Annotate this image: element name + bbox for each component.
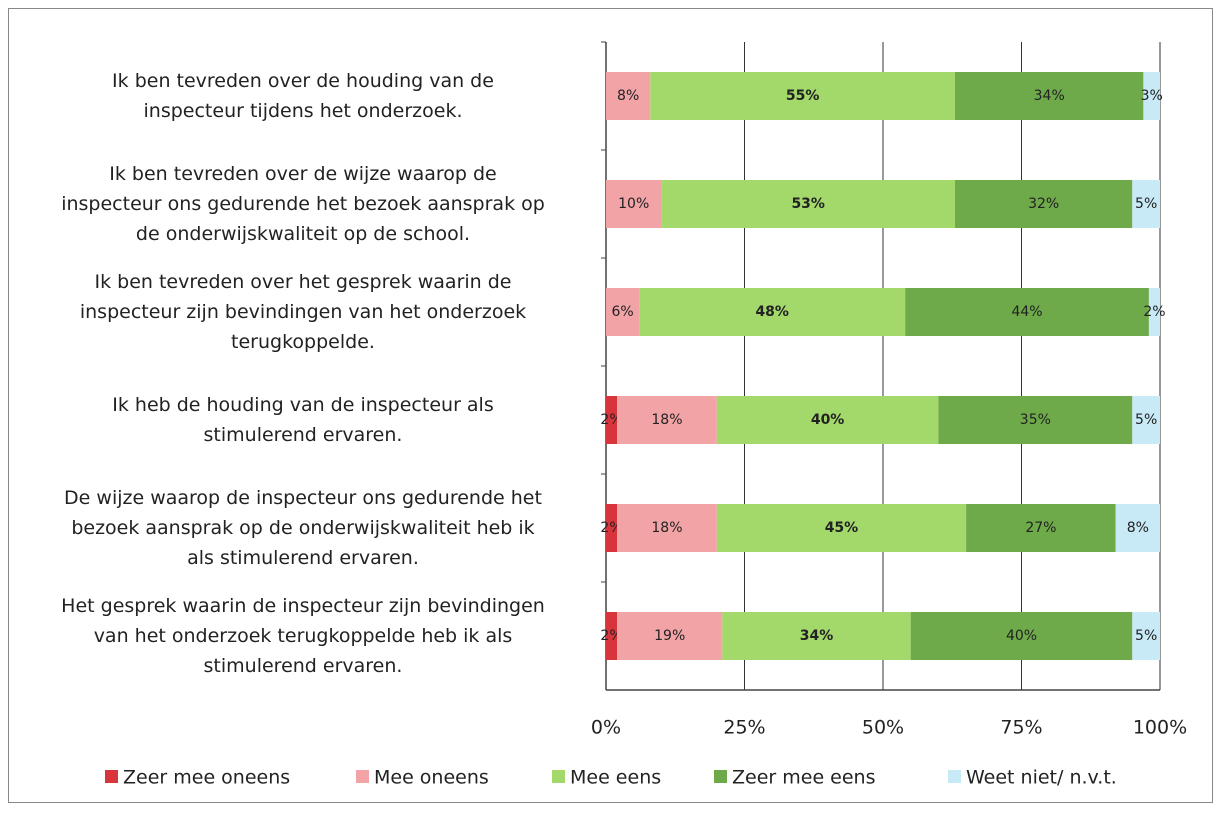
bar-segment xyxy=(1132,612,1160,660)
category-label: De wijze waarop de inspecteur ons gedure… xyxy=(64,487,542,569)
x-tick-label: 25% xyxy=(723,717,765,739)
data-label: 19% xyxy=(654,628,685,644)
data-label: 32% xyxy=(1028,196,1059,212)
chart-frame xyxy=(8,8,1213,803)
category-label: Het gesprek waarin de inspecteur zijn be… xyxy=(61,595,545,677)
data-label: 8% xyxy=(1127,520,1149,536)
bar-segment xyxy=(650,72,956,120)
bar-segment xyxy=(606,288,640,336)
bar-segment xyxy=(1143,72,1160,120)
legend-swatch xyxy=(552,770,565,783)
bar-segment xyxy=(661,180,956,228)
bar-segment xyxy=(606,504,618,552)
data-label: 3% xyxy=(1141,88,1163,104)
bar-segment xyxy=(606,612,618,660)
legend-label: Weet niet/ n.v.t. xyxy=(966,767,1117,789)
data-label: 53% xyxy=(791,196,825,212)
legend-label: Mee eens xyxy=(570,767,661,789)
bar-segment xyxy=(966,504,1116,552)
data-label: 55% xyxy=(786,88,820,104)
category-label: Ik ben tevreden over het gesprek waarin … xyxy=(79,271,527,353)
data-label: 27% xyxy=(1025,520,1056,536)
bar-segment xyxy=(617,504,717,552)
data-label: 45% xyxy=(825,520,859,536)
x-tick-label: 50% xyxy=(862,717,904,739)
data-label: 40% xyxy=(811,412,845,428)
bar-segment xyxy=(938,396,1133,444)
category-label: Ik heb de houding van de inspecteur als … xyxy=(112,394,494,446)
bar-segment xyxy=(910,612,1133,660)
legend-label: Mee oneens xyxy=(374,767,489,789)
data-label: 8% xyxy=(617,88,639,104)
bar-segment xyxy=(1115,504,1160,552)
data-label: 5% xyxy=(1135,628,1157,644)
data-label: 35% xyxy=(1020,412,1051,428)
data-label: 40% xyxy=(1006,628,1037,644)
bar-segment xyxy=(722,612,911,660)
data-label: 18% xyxy=(651,412,682,428)
legend-label: Zeer mee oneens xyxy=(123,767,290,789)
bar-segment xyxy=(1132,396,1160,444)
data-label: 6% xyxy=(612,304,634,320)
data-label: 44% xyxy=(1011,304,1042,320)
bar-segment xyxy=(905,288,1149,336)
bar-segment xyxy=(639,288,906,336)
legend-swatch xyxy=(714,770,727,783)
bar-segment xyxy=(606,180,662,228)
bar-segment xyxy=(1148,288,1160,336)
category-label: Ik ben tevreden over de wijze waarop de … xyxy=(61,163,545,245)
x-tick-label: 100% xyxy=(1133,717,1187,739)
legend-swatch xyxy=(105,770,118,783)
bar-segment xyxy=(606,396,618,444)
bar-segment xyxy=(606,72,651,120)
x-tick-label: 0% xyxy=(591,717,621,739)
data-label: 34% xyxy=(1034,88,1065,104)
bar-segment xyxy=(617,396,717,444)
data-label: 5% xyxy=(1135,196,1157,212)
legend-swatch xyxy=(356,770,369,783)
legend-label: Zeer mee eens xyxy=(732,767,876,789)
bar-segment xyxy=(1132,180,1160,228)
bar-segment xyxy=(617,612,723,660)
data-label: 10% xyxy=(618,196,649,212)
bar-segment xyxy=(716,396,939,444)
category-label: Ik ben tevreden over de houding van de i… xyxy=(112,70,494,122)
data-label: 5% xyxy=(1135,412,1157,428)
x-tick-label: 75% xyxy=(1000,717,1042,739)
data-label: 48% xyxy=(755,304,789,320)
bar-segment xyxy=(955,180,1133,228)
bar-segment xyxy=(955,72,1144,120)
data-label: 34% xyxy=(800,628,834,644)
legend-swatch xyxy=(948,770,961,783)
data-label: 2% xyxy=(1143,304,1165,320)
bar-segment xyxy=(716,504,967,552)
data-label: 18% xyxy=(651,520,682,536)
